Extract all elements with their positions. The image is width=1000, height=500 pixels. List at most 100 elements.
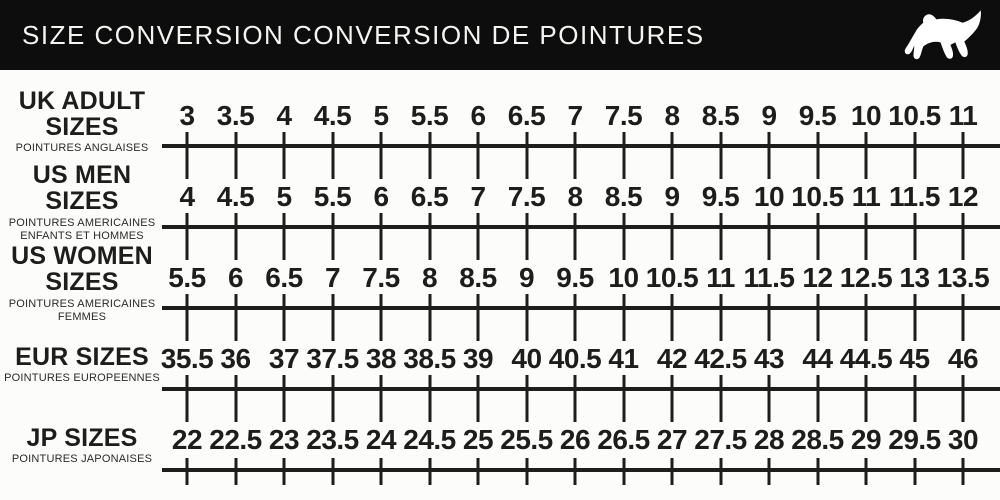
size-value-eur: 43 — [753, 343, 785, 374]
ruler-line-us-women — [162, 306, 1000, 310]
size-value-eur: 42.5 — [694, 343, 747, 374]
ruler-tick — [913, 458, 916, 485]
size-value-us-men: 9 — [664, 181, 680, 212]
size-value-us-women: 13 — [899, 262, 930, 293]
size-value-us-women: 11.5 — [743, 262, 795, 293]
size-value-jp: 26 — [559, 424, 591, 455]
conversion-board: UK ADULT SIZES POINTURES ANGLAISES 3 3.5 4 4.5… — [0, 70, 1000, 500]
row-subtitle-line: FEMMES — [57, 311, 107, 324]
ruler-tick — [670, 294, 674, 341]
size-value-uk-adult: 3 — [179, 100, 195, 131]
row-label-us-men: US MEN SIZES POINTURES AMERICAINES ENFANTS … — [0, 150, 164, 256]
ruler-tick — [282, 213, 286, 260]
size-value-us-men: 8.5 — [604, 181, 643, 212]
ruler-tick — [379, 213, 383, 260]
ruler-tick — [185, 294, 189, 341]
size-value-jp: 30 — [947, 424, 979, 455]
size-value-us-women: 12 — [802, 262, 833, 293]
row-title: JP SIZES — [27, 425, 138, 452]
size-value-uk-adult: 5 — [373, 100, 389, 131]
size-value-us-men: 9.5 — [701, 181, 740, 212]
size-value-eur: 40.5 — [548, 343, 602, 374]
row-subtitle-line: ENFANTS ET HOMMES — [20, 230, 144, 243]
size-value-jp: 28 — [753, 424, 785, 455]
ruler-line-eur — [162, 387, 1000, 391]
size-value-us-men: 8 — [567, 181, 583, 212]
row-title: EUR SIZES — [15, 344, 149, 371]
ruler-tick — [719, 132, 722, 179]
size-value-uk-adult: 3.5 — [216, 100, 255, 131]
size-value-us-women: 13.5 — [936, 262, 990, 293]
size-value-us-women: 6 — [227, 262, 244, 293]
size-value-us-men: 10 — [753, 181, 785, 212]
ruler-tick — [622, 294, 625, 341]
row-title-line: SIZES — [45, 113, 119, 142]
ruler-tick — [670, 458, 674, 485]
ruler-tick — [816, 132, 819, 179]
ruler-tick — [913, 294, 916, 341]
ruler-tick — [282, 375, 286, 422]
ruler-tick — [185, 132, 189, 179]
size-value-eur: 35.5 — [160, 343, 214, 374]
ruler-tick — [428, 375, 431, 422]
ruler-tick — [670, 132, 674, 179]
size-value-eur: 40 — [511, 343, 542, 374]
ruler-tick — [379, 375, 383, 422]
ruler-tick — [864, 375, 868, 422]
size-value-uk-adult: 9.5 — [798, 100, 837, 131]
ruler-tick — [234, 294, 237, 341]
ruler-tick — [379, 294, 383, 341]
ruler-line-us-men — [162, 225, 1000, 229]
row-subtitle-line: POINTURES ANGLAISES — [15, 142, 149, 155]
row-title-line: US MEN — [32, 161, 132, 189]
ruler-tick — [961, 458, 965, 485]
ruler-tick — [379, 458, 383, 485]
row-label-us-women: US WOMEN SIZES POINTURES AMERICAINES FEMMES — [0, 231, 164, 337]
size-value-jp: 29 — [850, 424, 882, 455]
ruler-tick — [719, 375, 722, 422]
ruler-tick — [719, 458, 722, 485]
size-value-uk-adult: 10 — [850, 100, 882, 131]
size-value-us-men: 6 — [373, 181, 389, 212]
ruler-tick — [670, 375, 674, 422]
size-value-eur: 37.5 — [306, 343, 359, 374]
ruler-tick — [379, 132, 383, 179]
ruler-tick — [573, 375, 577, 422]
ruler-tick — [234, 213, 237, 260]
row-title-line: SIZES — [45, 268, 119, 297]
ruler-tick — [961, 213, 965, 260]
ruler-tick — [816, 294, 819, 341]
size-value-uk-adult: 7.5 — [604, 100, 643, 131]
row-label-uk-adult: UK ADULT SIZES POINTURES ANGLAISES — [0, 69, 164, 175]
size-value-us-women: 7 — [324, 262, 341, 293]
row-subtitle: POINTURES ANGLAISES — [16, 142, 149, 156]
ruler-tick — [961, 132, 965, 179]
ruler-tick — [428, 132, 431, 179]
ruler-tick — [622, 458, 625, 485]
ruler-tick — [185, 458, 189, 485]
row-subtitle-line: POINTURES EUROPEENNES — [4, 372, 160, 385]
ruler-tick — [331, 458, 334, 485]
size-value-jp: 22.5 — [209, 424, 262, 455]
size-value-us-women: 10 — [608, 262, 639, 293]
ruler-tick — [767, 213, 771, 260]
size-value-eur: 37 — [268, 343, 300, 374]
ruler-tick — [234, 375, 237, 422]
row-label-eur: EUR SIZES POINTURES EUROPEENNES — [0, 312, 164, 418]
size-value-uk-adult: 7 — [567, 100, 583, 131]
ruler-tick — [719, 294, 722, 341]
row-subtitle-line: POINTURES JAPONAISES — [11, 453, 153, 466]
ruler-tick — [767, 375, 771, 422]
ruler-tick — [428, 213, 431, 260]
ruler-tick — [622, 375, 625, 422]
size-value-us-women: 5.5 — [168, 262, 206, 293]
ruler-tick — [913, 375, 916, 422]
size-value-us-men: 6.5 — [410, 181, 449, 212]
size-value-us-women: 8 — [421, 262, 438, 293]
row-subtitle: POINTURES AMERICAINES ENFANTS ET HOMMES — [9, 217, 156, 245]
size-value-us-men: 4.5 — [216, 181, 255, 212]
size-value-uk-adult: 8.5 — [701, 100, 740, 131]
row-title: US MEN SIZES — [33, 162, 131, 215]
size-value-eur: 42 — [656, 343, 688, 374]
